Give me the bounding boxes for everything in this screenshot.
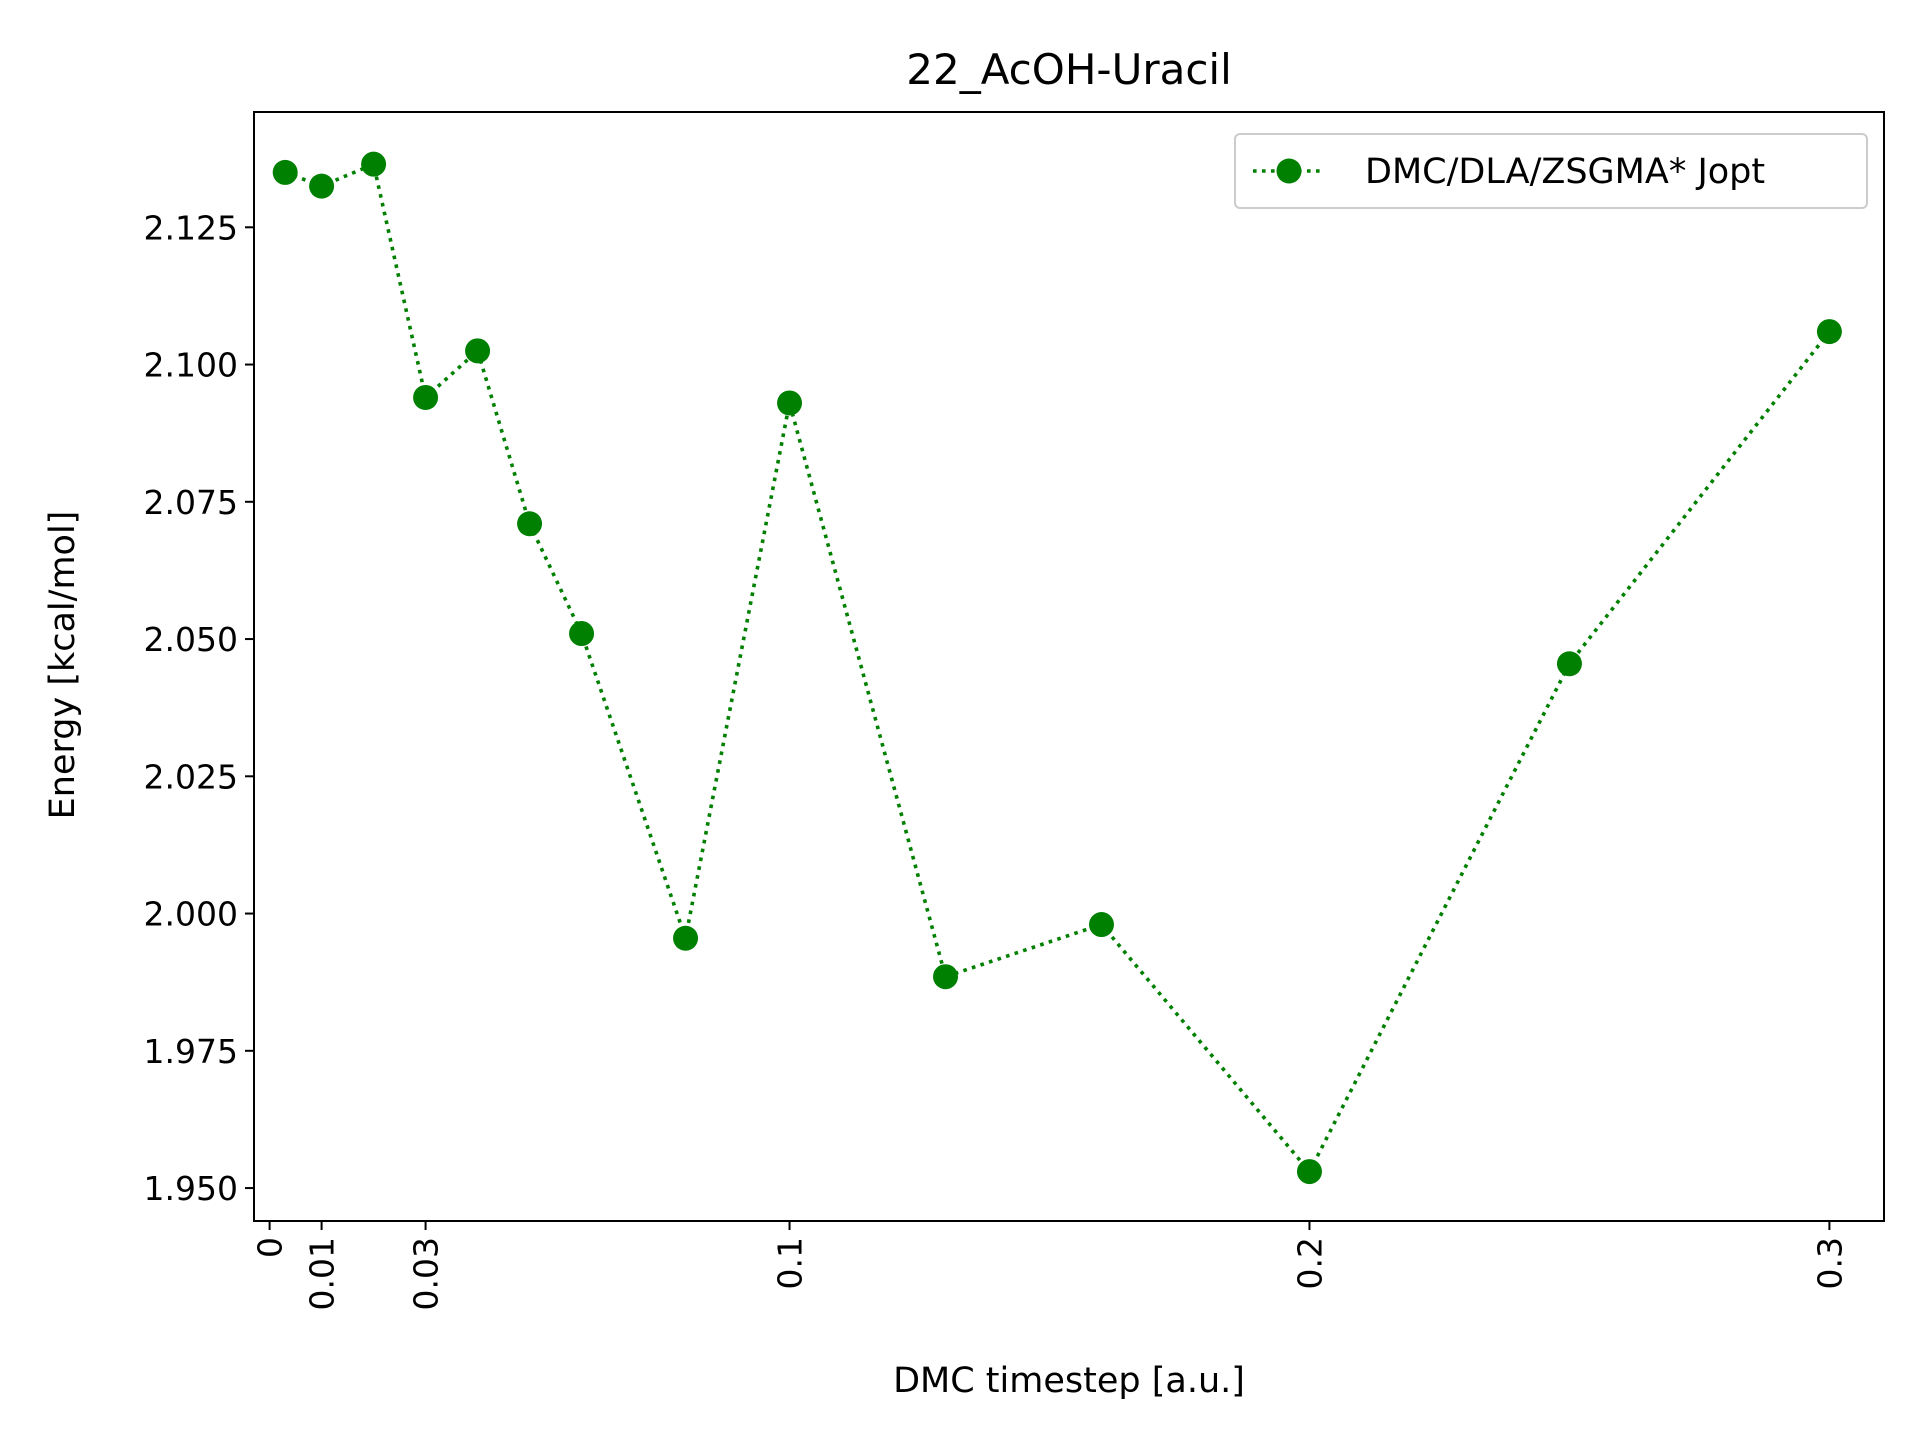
x-tick-label: 0.2 — [1290, 1237, 1329, 1289]
y-tick-label: 2.100 — [144, 346, 238, 385]
chart-title: 22_AcOH-Uracil — [906, 45, 1232, 94]
legend-box — [1234, 133, 1868, 209]
data-point — [309, 173, 335, 199]
x-axis-label: DMC timestep [a.u.] — [893, 1361, 1245, 1401]
series-line — [284, 161, 1831, 1175]
legend: DMC/DLA/ZSGMA* Jopt — [1234, 133, 1868, 209]
data-point — [465, 338, 491, 364]
y-axis-label: Energy [kcal/mol] — [43, 511, 83, 820]
x-tick-label: 0.01 — [303, 1237, 342, 1310]
y-tick-label: 1.975 — [144, 1032, 238, 1071]
data-point — [569, 621, 595, 647]
data-point — [777, 390, 803, 416]
legend-label: DMC/DLA/ZSGMA* Jopt — [1365, 152, 1765, 192]
x-tick-label: 0.03 — [407, 1237, 446, 1310]
data-point — [1816, 319, 1842, 345]
y-tick-label: 2.000 — [144, 895, 238, 934]
x-tick-label: 0 — [251, 1237, 290, 1258]
y-tick-label: 2.050 — [144, 620, 238, 659]
x-tick-label: 0.1 — [771, 1237, 810, 1289]
data-point — [1556, 651, 1582, 677]
y-tick-label: 2.075 — [144, 483, 238, 522]
data-point — [933, 964, 959, 990]
data-point — [1088, 912, 1114, 938]
data-point — [517, 511, 543, 537]
data-point — [413, 384, 439, 410]
plot-area: 0 0.01 0.03 0.1 0.2 0.3 1.950 1.975 2.000 2.025 2.… — [144, 151, 1849, 1310]
x-tick-label: 0.3 — [1810, 1237, 1849, 1289]
legend-marker — [1276, 158, 1302, 184]
y-tick-label: 1.950 — [144, 1169, 238, 1208]
y-tick-label: 2.125 — [144, 208, 238, 247]
data-point — [673, 925, 699, 951]
y-tick-label: 2.025 — [144, 757, 238, 796]
data-point — [1296, 1159, 1322, 1185]
plot-frame — [253, 111, 1885, 1222]
data-point — [272, 159, 298, 185]
data-point — [361, 151, 387, 177]
